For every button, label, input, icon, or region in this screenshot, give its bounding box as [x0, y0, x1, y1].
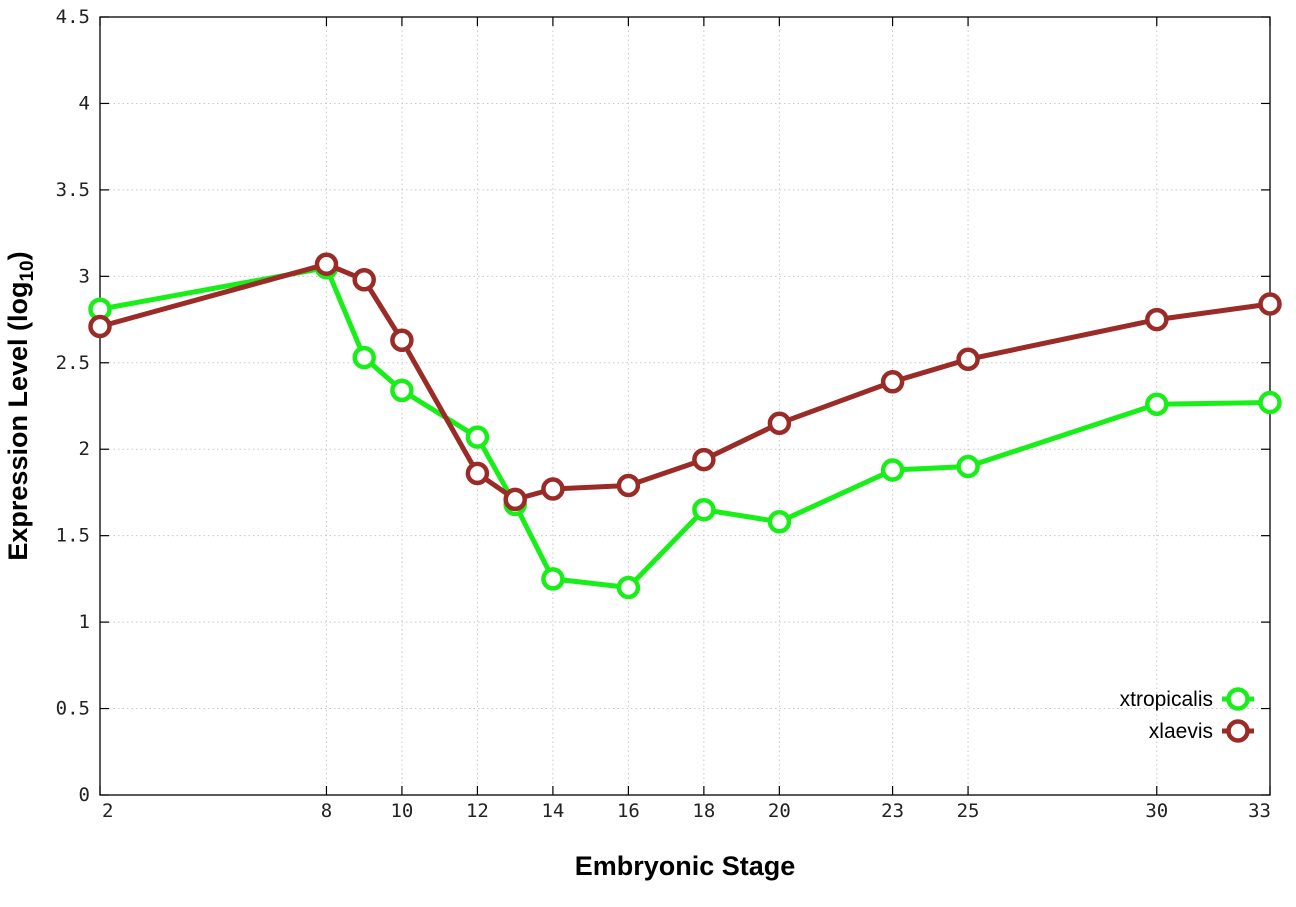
data-point-xlaevis	[503, 487, 527, 512]
y-tick-label: 3.5	[56, 179, 90, 201]
x-tick-label: 14	[541, 800, 564, 822]
series-xtropicalis	[88, 255, 1282, 600]
y-tick-label: 4	[79, 92, 90, 114]
x-tick-label: 2	[102, 800, 113, 822]
series-lines	[88, 252, 1282, 600]
data-point-xlaevis	[767, 411, 792, 436]
data-point-xtropicalis	[541, 567, 565, 591]
series-xlaevis	[88, 252, 1282, 512]
series-line-xlaevis	[97, 261, 1273, 502]
x-tick-label: 25	[957, 800, 980, 822]
legend-label-xtropicalis: xtropicalis	[1120, 688, 1213, 711]
x-tick-label: 12	[466, 800, 489, 822]
data-point-xtropicalis	[465, 425, 490, 449]
axis-ticks: 0 0.5 1 1.5 2 2.5 3 3.5 4 4.5 2 8 10 12 14 16 18 20 23 25 30…	[56, 6, 1271, 822]
data-point-xlaevis	[616, 473, 641, 498]
series-line-xtropicalis	[97, 265, 1273, 590]
y-axis-title-subscript: 10	[17, 260, 38, 281]
data-point-xlaevis	[88, 314, 112, 339]
data-point-xtropicalis	[692, 497, 716, 522]
legend-swatch-marker-xlaevis	[1226, 719, 1250, 743]
data-point-xtropicalis	[352, 345, 376, 370]
data-point-xlaevis	[314, 252, 339, 276]
x-tick-label: 30	[1145, 800, 1168, 822]
x-tick-label: 16	[617, 800, 640, 822]
data-point-xlaevis	[880, 370, 905, 394]
data-point-xtropicalis	[880, 458, 905, 482]
data-point-xlaevis	[1258, 292, 1282, 316]
data-point-xtropicalis	[767, 510, 792, 534]
y-tick-label: 0.5	[56, 698, 90, 720]
data-point-xlaevis	[352, 268, 376, 292]
data-point-xtropicalis	[616, 575, 641, 600]
y-tick-label: 4.5	[56, 6, 90, 28]
data-point-xtropicalis	[1145, 392, 1169, 417]
data-point-xlaevis	[465, 461, 490, 486]
legend-swatch-marker-xtropicalis	[1226, 687, 1250, 711]
x-tick-label: 10	[390, 800, 413, 822]
y-axis-title-main: Expression Level (log	[3, 282, 33, 561]
x-tick-label: 23	[881, 800, 904, 822]
y-axis-title-close: )	[3, 251, 33, 260]
data-point-xtropicalis	[1258, 390, 1282, 415]
legend: xtropicalis xlaevis	[1120, 687, 1254, 743]
x-tick-label: 33	[1248, 800, 1271, 822]
grid-lines	[100, 17, 1270, 795]
y-tick-label: 2.5	[56, 352, 90, 374]
data-point-xlaevis	[956, 347, 980, 372]
y-tick-label: 3	[79, 265, 90, 287]
data-point-xlaevis	[390, 328, 414, 353]
y-tick-label: 2	[79, 438, 90, 460]
plot-frame	[99, 16, 1271, 796]
x-tick-label: 18	[692, 800, 715, 822]
data-point-xlaevis	[1145, 307, 1169, 332]
data-point-xtropicalis	[390, 378, 414, 403]
y-tick-label: 1.5	[56, 525, 90, 547]
y-axis-title: Expression Level (log10)	[3, 251, 38, 560]
x-tick-label: 20	[768, 800, 791, 822]
x-axis-title: Embryonic Stage	[575, 851, 796, 881]
y-tick-label: 1	[79, 611, 90, 633]
data-point-xtropicalis	[956, 454, 980, 479]
data-point-xlaevis	[541, 477, 565, 501]
legend-label-xlaevis: xlaevis	[1149, 720, 1213, 743]
data-point-xlaevis	[692, 447, 716, 472]
x-tick-label: 8	[321, 800, 332, 822]
y-tick-label: 0	[79, 784, 90, 806]
